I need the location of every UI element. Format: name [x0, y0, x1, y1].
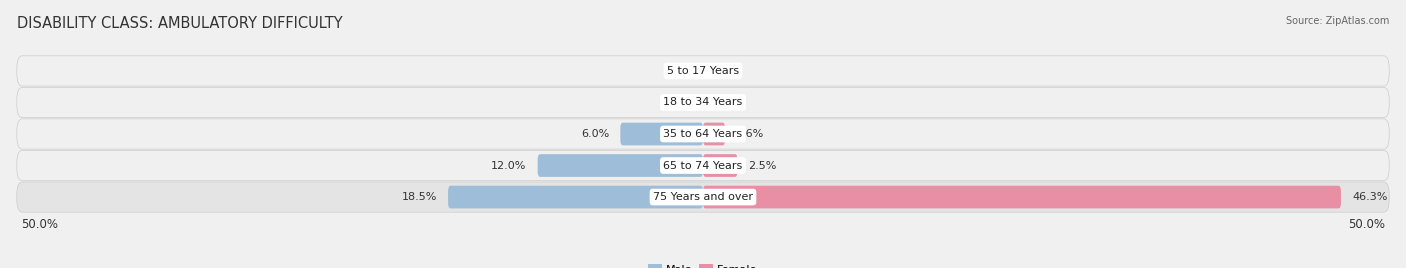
- Legend: Male, Female: Male, Female: [644, 260, 762, 268]
- Text: 0.0%: 0.0%: [714, 66, 742, 76]
- Text: 0.0%: 0.0%: [714, 98, 742, 107]
- Text: 0.0%: 0.0%: [664, 98, 692, 107]
- FancyBboxPatch shape: [17, 56, 1389, 86]
- Text: 1.6%: 1.6%: [737, 129, 765, 139]
- FancyBboxPatch shape: [703, 154, 738, 177]
- Text: Source: ZipAtlas.com: Source: ZipAtlas.com: [1285, 16, 1389, 26]
- Text: 46.3%: 46.3%: [1353, 192, 1388, 202]
- Text: 12.0%: 12.0%: [491, 161, 527, 170]
- FancyBboxPatch shape: [537, 154, 703, 177]
- Text: 6.0%: 6.0%: [581, 129, 609, 139]
- Text: 50.0%: 50.0%: [1348, 218, 1385, 232]
- Text: 18.5%: 18.5%: [402, 192, 437, 202]
- FancyBboxPatch shape: [703, 186, 1341, 209]
- Text: 0.0%: 0.0%: [664, 66, 692, 76]
- FancyBboxPatch shape: [620, 123, 703, 145]
- Text: 65 to 74 Years: 65 to 74 Years: [664, 161, 742, 170]
- FancyBboxPatch shape: [17, 182, 1389, 212]
- FancyBboxPatch shape: [17, 119, 1389, 149]
- FancyBboxPatch shape: [703, 123, 725, 145]
- Text: 5 to 17 Years: 5 to 17 Years: [666, 66, 740, 76]
- Text: 18 to 34 Years: 18 to 34 Years: [664, 98, 742, 107]
- FancyBboxPatch shape: [17, 150, 1389, 181]
- Text: DISABILITY CLASS: AMBULATORY DIFFICULTY: DISABILITY CLASS: AMBULATORY DIFFICULTY: [17, 16, 343, 31]
- FancyBboxPatch shape: [449, 186, 703, 209]
- Text: 2.5%: 2.5%: [748, 161, 778, 170]
- FancyBboxPatch shape: [17, 87, 1389, 118]
- Text: 35 to 64 Years: 35 to 64 Years: [664, 129, 742, 139]
- Text: 50.0%: 50.0%: [21, 218, 58, 232]
- Text: 75 Years and over: 75 Years and over: [652, 192, 754, 202]
